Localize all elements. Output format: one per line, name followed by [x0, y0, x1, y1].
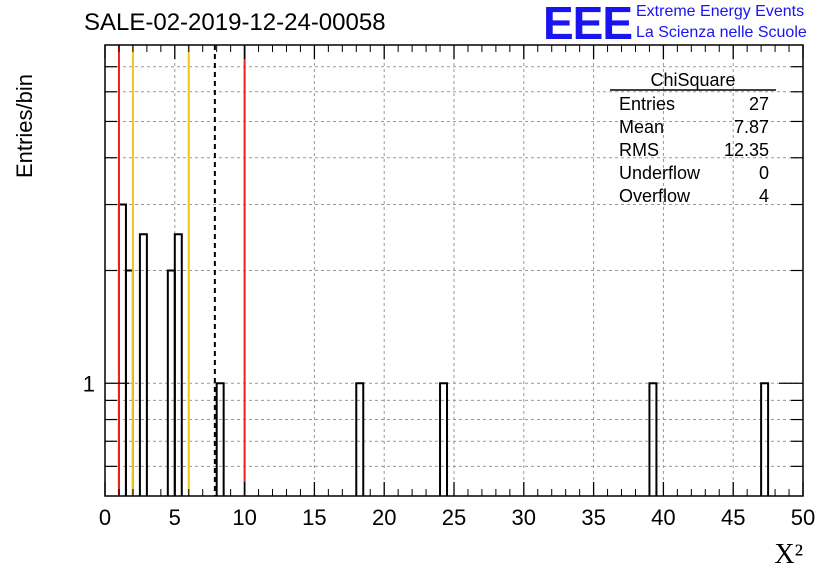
x-tick-label: 35 [581, 505, 605, 530]
x-tick-label: 50 [791, 505, 815, 530]
eee-logo: EEE [543, 0, 633, 49]
stats-label: Overflow [619, 186, 691, 206]
axis-ticks [104, 45, 804, 496]
stats-value: 0 [759, 163, 769, 183]
grid [105, 45, 803, 496]
x-tick-label: 30 [512, 505, 536, 530]
x-axis-label: X² [774, 539, 803, 570]
stats-value: 27 [749, 94, 769, 114]
x-tick-label: 20 [372, 505, 396, 530]
logo-tagline-1: Extreme Energy Events [636, 3, 805, 20]
x-tick-label: 45 [721, 505, 745, 530]
stats-box-title: ChiSquare [650, 70, 735, 90]
stats-label: RMS [619, 140, 659, 160]
histogram-bin [117, 203, 127, 496]
histogram-bin [138, 233, 148, 496]
histogram-bin [173, 233, 183, 496]
x-tick-label: 0 [99, 505, 111, 530]
stats-label: Entries [619, 94, 675, 114]
stats-label: Mean [619, 117, 664, 137]
y-axis-label: Entries/bin [12, 74, 37, 178]
stats-label: Underflow [619, 163, 701, 183]
x-tick-label: 15 [302, 505, 326, 530]
chart-title: SALE-02-2019-12-24-00058 [84, 9, 386, 36]
histogram-bins [117, 203, 770, 496]
x-tick-label: 10 [232, 505, 256, 530]
reference-lines [117, 45, 246, 496]
stats-value: 7.87 [734, 117, 769, 137]
x-tick-label: 25 [442, 505, 466, 530]
y-tick-label: 1 [83, 371, 95, 396]
histogram-bin [355, 382, 365, 496]
stats-value: 4 [759, 186, 769, 206]
stats-value: 12.35 [724, 140, 769, 160]
histogram-bin [648, 382, 658, 496]
stats-box: ChiSquare Entries 27 Mean 7.87 RMS 12.35 Under… [610, 70, 776, 206]
x-tick-label: 40 [651, 505, 675, 530]
logo-tagline-2: La Scienza nelle Scuole [636, 24, 807, 41]
x-tick-label: 5 [169, 505, 181, 530]
histogram-bin [215, 382, 225, 496]
axis-tick-labels: 0 5 10 15 20 25 30 35 40 45 50 1 [83, 371, 815, 530]
histogram-bin [760, 382, 770, 496]
histogram-bin [439, 382, 449, 496]
